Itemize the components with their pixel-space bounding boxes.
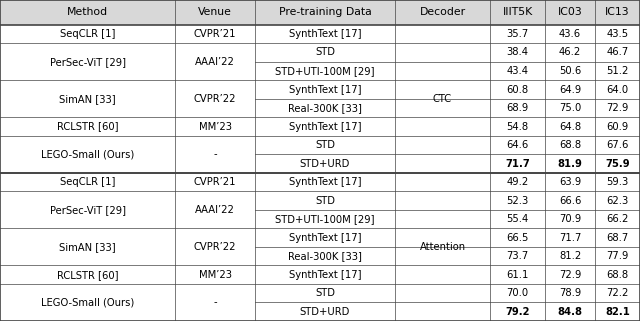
Text: STD+UTI-100M [29]: STD+UTI-100M [29]: [275, 214, 375, 224]
Text: MM’23: MM’23: [198, 270, 232, 280]
Text: 66.6: 66.6: [559, 195, 581, 206]
Text: 52.3: 52.3: [506, 195, 529, 206]
Text: 81.9: 81.9: [557, 159, 582, 169]
Text: 72.9: 72.9: [606, 103, 628, 113]
Text: 68.7: 68.7: [606, 233, 628, 243]
Text: 78.9: 78.9: [559, 288, 581, 298]
Text: 75.0: 75.0: [559, 103, 581, 113]
Text: SynthText [17]: SynthText [17]: [289, 177, 361, 187]
Text: 46.2: 46.2: [559, 48, 581, 57]
Text: 72.2: 72.2: [606, 288, 628, 298]
Text: 38.4: 38.4: [506, 48, 529, 57]
Text: RCLSTR [60]: RCLSTR [60]: [57, 122, 118, 132]
Text: 35.7: 35.7: [506, 29, 529, 39]
Bar: [0, 0, 640, 25]
Text: CVPR’21: CVPR’21: [194, 177, 236, 187]
Text: 70.0: 70.0: [506, 288, 529, 298]
Text: LEGO-Small (Ours): LEGO-Small (Ours): [41, 149, 134, 159]
Text: PerSec-ViT [29]: PerSec-ViT [29]: [49, 57, 125, 67]
Text: STD: STD: [315, 48, 335, 57]
Text: CVPR’22: CVPR’22: [194, 94, 236, 104]
Text: STD+URD: STD+URD: [300, 307, 350, 317]
Text: Venue: Venue: [198, 7, 232, 17]
Text: SynthText [17]: SynthText [17]: [289, 122, 361, 132]
Text: 68.8: 68.8: [559, 140, 581, 150]
Text: 66.5: 66.5: [506, 233, 529, 243]
Text: STD+UTI-100M [29]: STD+UTI-100M [29]: [275, 66, 375, 76]
Text: 75.9: 75.9: [605, 159, 630, 169]
Text: STD: STD: [315, 195, 335, 206]
Text: IC13: IC13: [605, 7, 630, 17]
Text: 68.9: 68.9: [506, 103, 529, 113]
Text: 63.9: 63.9: [559, 177, 581, 187]
Text: 43.5: 43.5: [607, 29, 628, 39]
Text: Decoder: Decoder: [419, 7, 465, 17]
Text: 54.8: 54.8: [506, 122, 529, 132]
Text: 46.7: 46.7: [606, 48, 628, 57]
Text: 43.4: 43.4: [506, 66, 529, 76]
Text: 79.2: 79.2: [505, 307, 530, 317]
Text: 59.3: 59.3: [606, 177, 628, 187]
Text: -: -: [213, 149, 217, 159]
Text: STD: STD: [315, 288, 335, 298]
Text: 72.9: 72.9: [559, 270, 581, 280]
Text: AAAI’22: AAAI’22: [195, 57, 235, 67]
Text: STD: STD: [315, 140, 335, 150]
Text: CTC: CTC: [433, 94, 452, 104]
Text: 60.9: 60.9: [606, 122, 628, 132]
Text: 64.0: 64.0: [607, 84, 628, 94]
Text: Method: Method: [67, 7, 108, 17]
Text: 67.6: 67.6: [606, 140, 628, 150]
Text: CVPR’21: CVPR’21: [194, 29, 236, 39]
Text: Pre-training Data: Pre-training Data: [278, 7, 371, 17]
Text: LEGO-Small (Ours): LEGO-Small (Ours): [41, 298, 134, 308]
Text: 50.6: 50.6: [559, 66, 581, 76]
Text: 81.2: 81.2: [559, 251, 581, 261]
Text: -: -: [213, 298, 217, 308]
Text: 60.8: 60.8: [506, 84, 529, 94]
Text: PerSec-ViT [29]: PerSec-ViT [29]: [49, 205, 125, 215]
Text: AAAI’22: AAAI’22: [195, 205, 235, 215]
Text: SeqCLR [1]: SeqCLR [1]: [60, 177, 115, 187]
Text: 51.2: 51.2: [606, 66, 628, 76]
Text: 64.8: 64.8: [559, 122, 581, 132]
Text: 70.9: 70.9: [559, 214, 581, 224]
Text: 77.9: 77.9: [606, 251, 628, 261]
Text: IC03: IC03: [557, 7, 582, 17]
Text: Real-300K [33]: Real-300K [33]: [288, 251, 362, 261]
Text: Real-300K [33]: Real-300K [33]: [288, 103, 362, 113]
Text: STD+URD: STD+URD: [300, 159, 350, 169]
Text: 49.2: 49.2: [506, 177, 529, 187]
Text: 64.9: 64.9: [559, 84, 581, 94]
Text: 66.2: 66.2: [606, 214, 628, 224]
Text: SeqCLR [1]: SeqCLR [1]: [60, 29, 115, 39]
Text: 61.1: 61.1: [506, 270, 529, 280]
Text: 71.7: 71.7: [505, 159, 530, 169]
Text: 82.1: 82.1: [605, 307, 630, 317]
Text: 68.8: 68.8: [607, 270, 628, 280]
Text: RCLSTR [60]: RCLSTR [60]: [57, 270, 118, 280]
Text: SynthText [17]: SynthText [17]: [289, 233, 361, 243]
Text: CVPR’22: CVPR’22: [194, 242, 236, 252]
Text: Attention: Attention: [419, 242, 465, 252]
Text: 62.3: 62.3: [606, 195, 628, 206]
Text: SynthText [17]: SynthText [17]: [289, 29, 361, 39]
Text: SynthText [17]: SynthText [17]: [289, 84, 361, 94]
Text: SynthText [17]: SynthText [17]: [289, 270, 361, 280]
Text: 71.7: 71.7: [559, 233, 581, 243]
Text: SimAN [33]: SimAN [33]: [59, 242, 116, 252]
Text: IIIT5K: IIIT5K: [502, 7, 532, 17]
Text: MM’23: MM’23: [198, 122, 232, 132]
Text: 55.4: 55.4: [506, 214, 529, 224]
Text: SimAN [33]: SimAN [33]: [59, 94, 116, 104]
Text: 64.6: 64.6: [506, 140, 529, 150]
Text: 43.6: 43.6: [559, 29, 581, 39]
Text: 73.7: 73.7: [506, 251, 529, 261]
Text: 84.8: 84.8: [557, 307, 582, 317]
